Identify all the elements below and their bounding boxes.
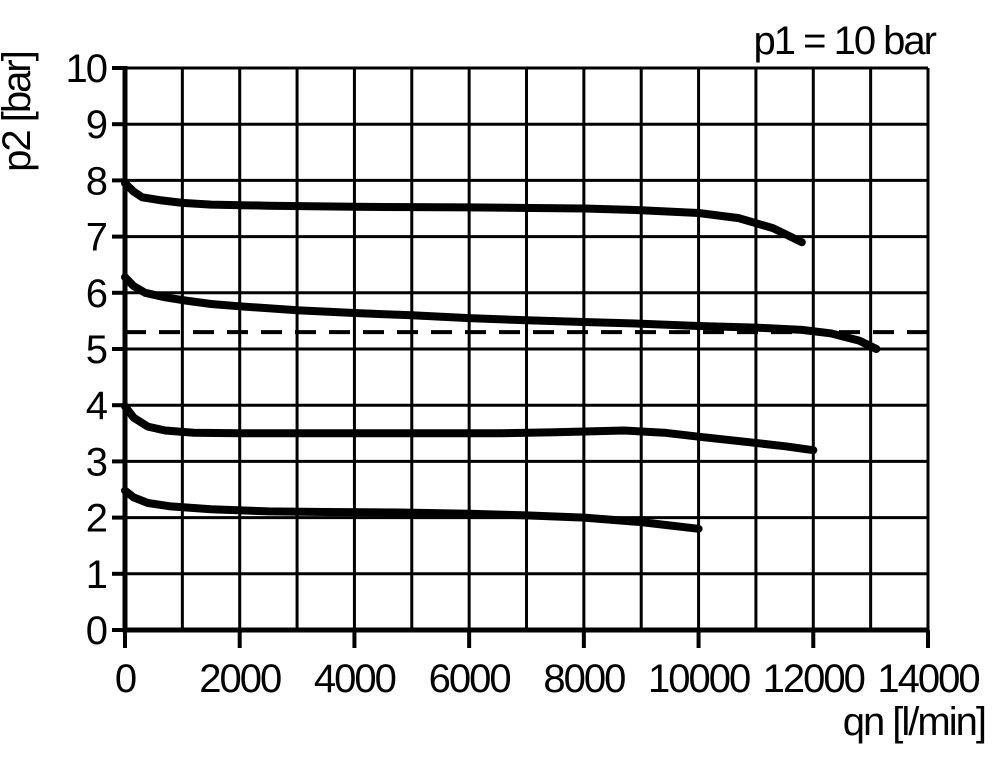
y-tick-label: 4 bbox=[86, 384, 108, 428]
curve-1 bbox=[121, 179, 806, 247]
y-tick-label: 9 bbox=[86, 103, 107, 147]
y-tick-label: 1 bbox=[86, 553, 107, 597]
x-tick-label: 2000 bbox=[199, 657, 281, 701]
x-tick-label: 4000 bbox=[314, 657, 396, 701]
x-tick-label: 8000 bbox=[543, 657, 625, 701]
y-tick-label: 2 bbox=[86, 497, 107, 541]
x-tick-label: 14000 bbox=[877, 657, 979, 701]
chart-title: p1 = 10 bar bbox=[754, 19, 937, 63]
y-tick-label: 0 bbox=[86, 609, 107, 653]
grid-lines bbox=[123, 66, 930, 632]
x-tick-label: 12000 bbox=[763, 657, 865, 701]
x-tick-label: 10000 bbox=[648, 657, 750, 701]
tick-marks bbox=[112, 66, 930, 648]
y-axis-label: p2 [bar] bbox=[0, 52, 39, 172]
x-tick-label: 6000 bbox=[429, 657, 511, 701]
curve-3 bbox=[121, 402, 818, 455]
x-axis-label: qn [l/min] bbox=[843, 700, 985, 744]
y-tick-label: 7 bbox=[86, 216, 107, 260]
y-tick-label: 8 bbox=[86, 159, 107, 203]
curve-2 bbox=[121, 273, 881, 353]
y-tick-label: 5 bbox=[86, 328, 107, 372]
curve-4 bbox=[121, 486, 703, 533]
curves bbox=[121, 179, 881, 533]
y-tick-label: 6 bbox=[86, 272, 107, 316]
y-tick-label: 3 bbox=[86, 440, 107, 484]
x-tick-label: 0 bbox=[115, 657, 136, 701]
y-tick-label: 10 bbox=[66, 47, 107, 91]
tick-labels: 0 1 2 3 4 5 6 7 8 9 10 0 2000 4000 6000 8000 10000 12000 1… bbox=[66, 47, 982, 701]
